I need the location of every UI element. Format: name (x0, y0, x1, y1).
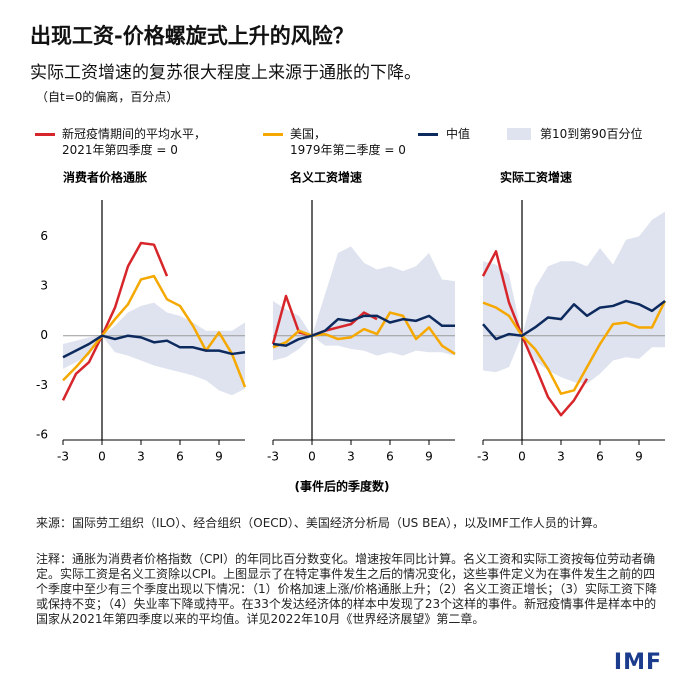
title: 出现工资-价格螺旋式上升的风险？ (30, 24, 354, 48)
legend-swatch (35, 133, 55, 136)
x-tick-label: -3 (57, 450, 69, 464)
x-tick-label: 0 (518, 450, 526, 464)
panel-title: 实际工资增速 (500, 170, 572, 185)
x-tick-label: 9 (635, 450, 643, 464)
y-tick-label: 3 (40, 279, 48, 293)
y-tick-label: 6 (40, 229, 48, 243)
y-tick-label: -3 (36, 378, 48, 392)
series-line (62, 334, 246, 359)
unit-note: （自t=0的偏离，百分点） (36, 90, 179, 104)
percentile-band (273, 246, 455, 361)
x-tick-label: 3 (137, 450, 145, 464)
series-line (482, 299, 666, 341)
legend-label: 美国， 1979年第二季度 = 0 (290, 127, 406, 157)
series-line (272, 314, 455, 347)
x-tick-label: 9 (425, 450, 433, 464)
logo: IMF (613, 650, 662, 675)
x-tick-label: 3 (557, 450, 565, 464)
x-tick-label: 3 (347, 450, 355, 464)
x-tick-label: 6 (386, 450, 394, 464)
x-tick-label: 6 (176, 450, 184, 464)
x-tick-label: 9 (215, 450, 223, 464)
series-line (482, 300, 667, 395)
x-tick-label: 6 (596, 450, 604, 464)
percentile-band (63, 302, 245, 396)
x-axis-label: (事件后的季度数) (295, 479, 390, 494)
x-tick-label: 0 (308, 450, 316, 464)
legend-swatch (263, 133, 283, 136)
source: 来源：国际劳工组织（ILO）、经合组织（OECD）、美国经济分析局（US BEA… (36, 516, 605, 530)
subtitle: 实际工资增速的复苏很大程度上来源于通胀的下降。 (30, 63, 421, 83)
x-tick-label: -3 (477, 450, 489, 464)
series-line (272, 311, 456, 355)
note: 注释：通胀为消费者价格指数（CPI）的年同比百分数变化。增速按年同比计算。名义工… (36, 552, 657, 626)
chart: (事件后的季度数) 消费者价格通胀 -3 0 3 6 9 -6 -3 0 3 6 名义工资增速 -3 0 3… (36, 170, 667, 494)
series-line (62, 274, 247, 388)
legend-label: 中值 (446, 127, 471, 141)
x-tick-label: 0 (98, 450, 106, 464)
y-tick-label: 0 (40, 328, 48, 342)
x-tick-label: -3 (267, 450, 279, 464)
percentile-band (483, 211, 665, 384)
legend-swatch (418, 133, 438, 136)
y-tick-label: -6 (36, 428, 48, 442)
legend-label: 新冠疫情期间的平均水平， 2021年第四季度 = 0 (62, 127, 207, 157)
series-line (481, 250, 589, 417)
panel-title: 消费者价格通胀 (63, 170, 147, 185)
legend-label: 第10到第90百分位 (540, 127, 643, 141)
panel-title: 名义工资增速 (290, 170, 362, 185)
series-line (61, 241, 169, 401)
legend-swatch (507, 128, 531, 140)
